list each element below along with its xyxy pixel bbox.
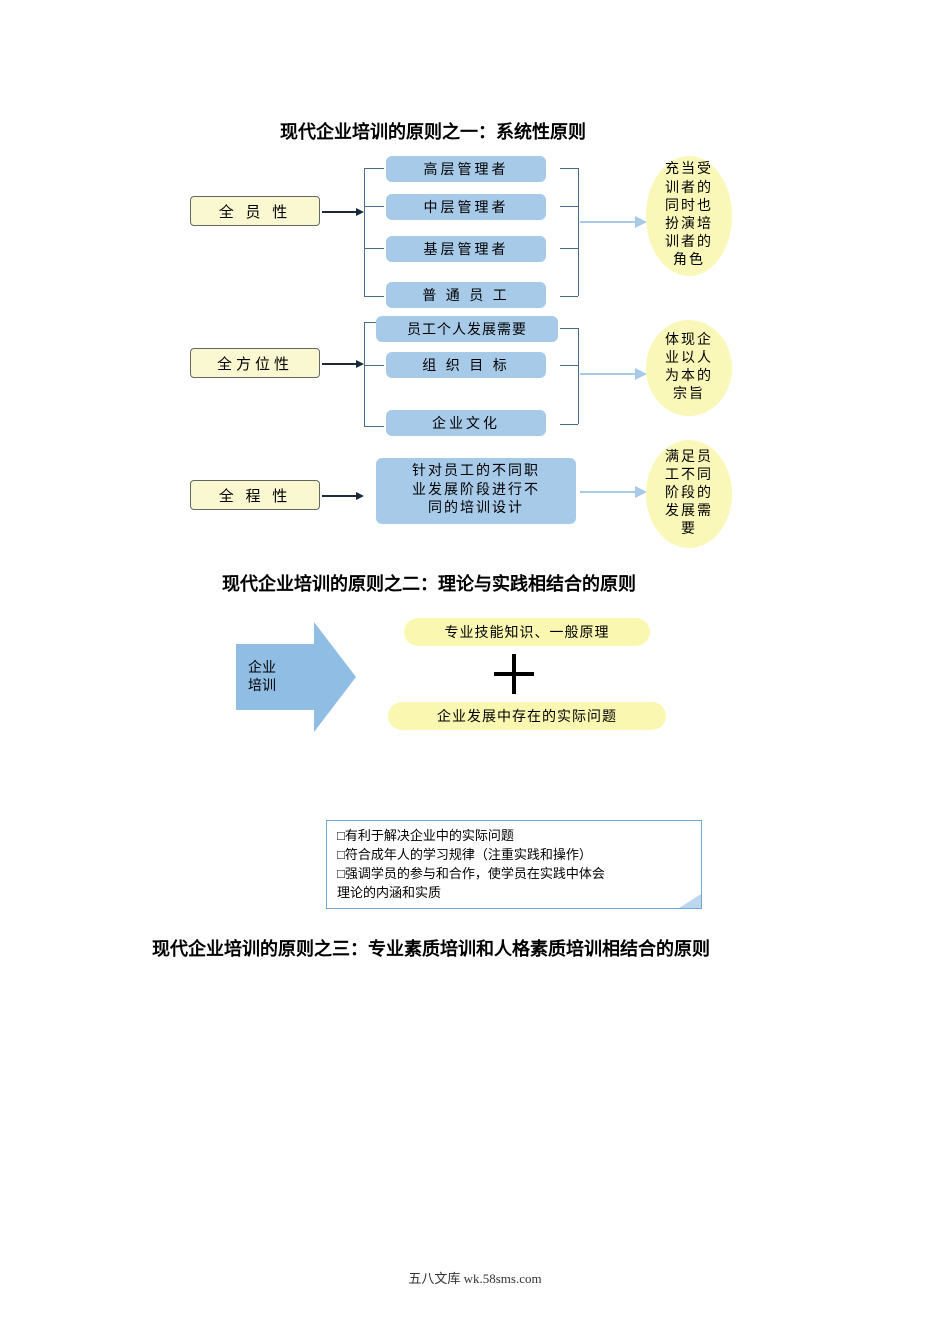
ellipse-people-oriented: 体现企 业以人 为本的 宗旨 [646, 320, 732, 416]
arrow-left-3 [322, 495, 356, 497]
ba-l2: 培训 [248, 678, 276, 696]
title-principle-3: 现代企业培训的原则之三：专业素质培训和人格素质培训相结合的原则 [152, 936, 792, 963]
callout-corner-icon [679, 894, 701, 908]
ellipse-role: 充当受 训者的 同时也 扮演培 训者的 角色 [646, 156, 732, 276]
arrow-to-ellipse-2 [580, 373, 635, 375]
callout-l1: □有利于解决企业中的实际问题 [337, 827, 691, 846]
bracket-1-t1 [364, 168, 384, 169]
box-culture: 企业文化 [386, 410, 546, 436]
e1-l1: 充当受 [665, 161, 713, 179]
big-arrow-head [314, 622, 356, 732]
title-principle-2: 现代企业培训的原则之二：理论与实践相结合的原则 [222, 570, 636, 596]
arrow-to-ellipse-1 [580, 221, 635, 223]
e3-l4: 发展需 [665, 503, 713, 521]
arrow-left-2 [322, 363, 356, 365]
box-middle-manager: 中层管理者 [386, 194, 546, 220]
title-principle-1: 现代企业培训的原则之一：系统性原则 [280, 118, 586, 144]
plus-icon [494, 654, 534, 694]
bracket-2 [364, 322, 365, 426]
bracket-1-t3 [364, 248, 384, 249]
rb1-t2 [560, 206, 578, 207]
arrow-left-1 [322, 211, 356, 213]
e3-l3: 阶段的 [665, 485, 713, 503]
e2-l1: 体现企 [665, 332, 713, 350]
rb2-t1 [560, 328, 578, 329]
e1-l2: 训者的 [665, 180, 713, 198]
box-org-goal: 组 织 目 标 [386, 352, 546, 378]
pill-practice: 企业发展中存在的实际问题 [388, 702, 666, 730]
pill-theory: 专业技能知识、一般原理 [404, 618, 650, 646]
footer-source: 五八文库 wk.58sms.com [0, 1268, 950, 1287]
m8-line3: 同的培训设计 [412, 500, 540, 519]
ellipse-stage-needs: 满足员 工不同 阶段的 发展需 要 [646, 440, 732, 548]
e1-l6: 角色 [665, 252, 713, 270]
bracket-1 [364, 168, 365, 296]
rb1-t4 [560, 296, 578, 297]
m8-line2: 业发展阶段进行不 [412, 482, 540, 501]
e1-l4: 扮演培 [665, 216, 713, 234]
callout-benefits: □有利于解决企业中的实际问题 □符合成年人的学习规律（注重实践和操作） □强调学… [326, 820, 702, 909]
right-bracket-1 [578, 168, 579, 296]
arrow-to-ellipse-3 [580, 491, 635, 493]
big-arrow-training: 企业 培训 [236, 622, 356, 732]
e1-l5: 训者的 [665, 234, 713, 252]
rb1-t1 [560, 168, 578, 169]
big-arrow-label: 企业 培训 [248, 660, 276, 696]
rb2-t2 [560, 365, 578, 366]
callout-l3: □强调学员的参与和合作，使学员在实践中体会 [337, 865, 691, 884]
box-staff: 普 通 员 工 [386, 282, 546, 308]
bracket-1-t4 [364, 296, 384, 297]
e3-l5: 要 [665, 521, 713, 539]
callout-l2: □符合成年人的学习规律（注重实践和操作） [337, 846, 691, 865]
e3-l2: 工不同 [665, 467, 713, 485]
box-senior-manager: 高层管理者 [386, 156, 546, 182]
rb1-t3 [560, 248, 578, 249]
e1-l3: 同时也 [665, 198, 713, 216]
box-personal-dev: 员工个人发展需要 [376, 316, 558, 342]
box-all-aspects: 全方位性 [190, 348, 320, 378]
e2-l3: 为本的 [665, 368, 713, 386]
bracket-2-t3 [364, 426, 384, 427]
right-bracket-2 [578, 328, 579, 424]
box-career-stage: 针对员工的不同职 业发展阶段进行不 同的培训设计 [376, 458, 576, 524]
e2-l4: 宗旨 [665, 386, 713, 404]
e3-l1: 满足员 [665, 449, 713, 467]
e2-l2: 业以人 [665, 350, 713, 368]
box-all-staff: 全 员 性 [190, 196, 320, 226]
document-page: 现代企业培训的原则之一：系统性原则 全 员 性 全方位性 全 程 性 高层管理者… [0, 0, 950, 1344]
callout-l4: 理论的内涵和实质 [337, 884, 691, 903]
bracket-1-t2 [364, 206, 384, 207]
ba-l1: 企业 [248, 660, 276, 678]
box-all-process: 全 程 性 [190, 480, 320, 510]
rb2-t3 [560, 424, 578, 425]
m8-line1: 针对员工的不同职 [412, 463, 540, 482]
bracket-2-t2 [364, 365, 384, 366]
box-junior-manager: 基层管理者 [386, 236, 546, 262]
